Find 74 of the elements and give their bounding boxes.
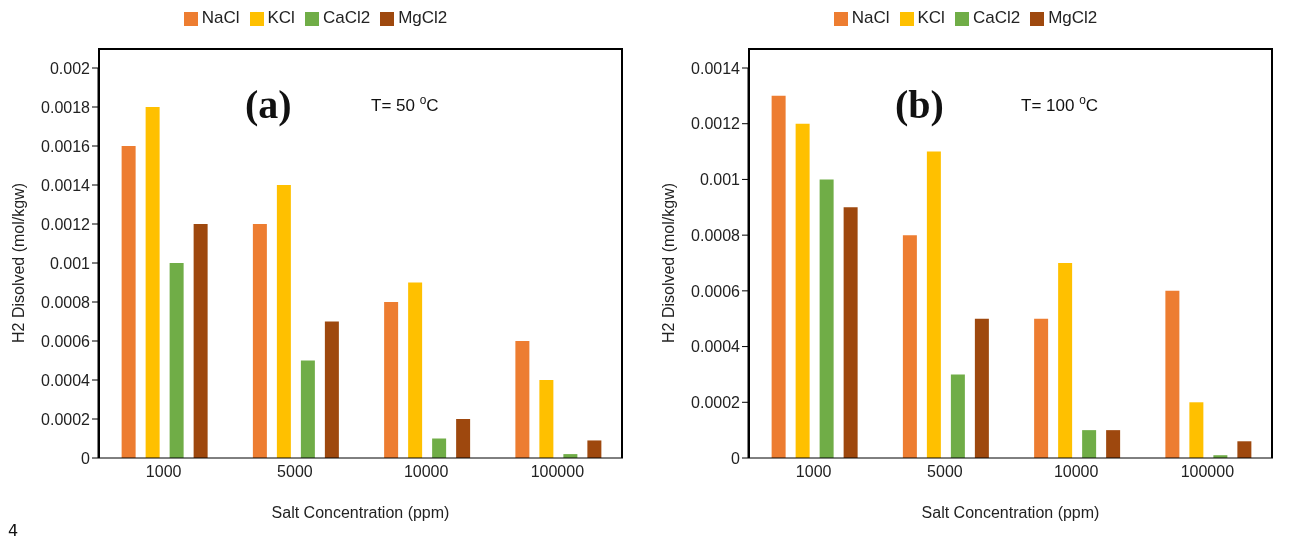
x-tick-label: 10000: [403, 463, 449, 481]
bar: [121, 146, 136, 458]
y-tick-label: 0: [731, 449, 741, 467]
legend-label: KCl: [917, 8, 945, 27]
y-tick-label: 0.001: [49, 254, 91, 272]
annotation: (b): [895, 81, 944, 127]
bar: [324, 321, 339, 458]
y-tick-label: 0.0004: [691, 338, 741, 356]
bar: [1034, 318, 1049, 458]
y-tick-label: 0.0014: [41, 176, 91, 194]
x-tick-label: 5000: [927, 463, 963, 481]
text: 4: [8, 521, 19, 540]
y-tick-label: 0.0008: [41, 293, 91, 311]
y-tick-label: 0: [81, 449, 91, 467]
legend-label: NaCl: [851, 8, 890, 27]
bar: [902, 235, 917, 458]
x-tick-label: 5000: [277, 463, 313, 481]
bar: [926, 151, 941, 458]
y-tick-label: 0.001: [699, 171, 741, 189]
y-tick-label: 0.0006: [691, 282, 741, 300]
y-tick-label: 0.0018: [41, 98, 91, 116]
bar: [456, 419, 471, 458]
x-tick-label: 100000: [530, 463, 585, 481]
bar: [819, 179, 834, 458]
bar: [1189, 402, 1204, 458]
bar: [950, 374, 965, 458]
y-tick-label: 0.0012: [691, 115, 741, 133]
x-tick-label: 1000: [795, 463, 832, 481]
legend-label: MgCl2: [398, 8, 448, 27]
bar: [771, 95, 786, 458]
x-tick-label: 1000: [145, 463, 182, 481]
bar: [587, 440, 602, 458]
bar: [843, 207, 858, 458]
bar: [1165, 290, 1180, 458]
bar: [1082, 430, 1097, 458]
annotation: T= 100 $^{o}$C: [1021, 93, 1099, 115]
bar: [300, 360, 315, 458]
annotation: T= 50 $^{o}$C: [371, 93, 439, 115]
x-tick-label: 10000: [1053, 463, 1099, 481]
legend-label: KCl: [267, 8, 295, 27]
x-tick-label: 100000: [1180, 463, 1235, 481]
annotation: (a): [245, 81, 292, 127]
bar: [539, 380, 554, 458]
bar: [193, 224, 208, 458]
y-axis-title: H2 Disolved (mol/kgw): [9, 182, 27, 343]
bar: [974, 318, 989, 458]
y-tick-label: 0.0016: [41, 137, 91, 155]
y-tick-label: 0.0008: [691, 226, 741, 244]
bar: [408, 282, 423, 458]
x-axis-title: Salt Concentration (ppm): [271, 504, 450, 521]
bar: [145, 107, 160, 458]
x-axis-title: Salt Concentration (ppm): [921, 504, 1100, 521]
bar: [432, 438, 447, 458]
bar: [1237, 441, 1252, 458]
y-tick-label: 0.0002: [41, 410, 91, 428]
y-tick-label: 0.0006: [41, 332, 91, 350]
bar: [1106, 430, 1121, 458]
bar: [384, 302, 399, 458]
bar: [169, 263, 184, 458]
legend-label: CaCl2: [322, 8, 371, 27]
legend-label: CaCl2: [972, 8, 1021, 27]
y-tick-label: 0.0014: [691, 59, 741, 77]
bar: [276, 185, 291, 458]
y-tick-label: 0.002: [49, 59, 91, 77]
bar: [515, 341, 530, 458]
y-tick-label: 0.0012: [41, 215, 91, 233]
legend-label: MgCl2: [1048, 8, 1098, 27]
y-tick-label: 0.0004: [41, 371, 91, 389]
legend-label: NaCl: [201, 8, 240, 27]
bar: [1058, 263, 1073, 458]
bar: [252, 224, 267, 458]
y-axis-title: H2 Disolved (mol/kgw): [659, 182, 677, 343]
y-tick-label: 0.0002: [691, 393, 741, 411]
bar: [795, 123, 810, 458]
